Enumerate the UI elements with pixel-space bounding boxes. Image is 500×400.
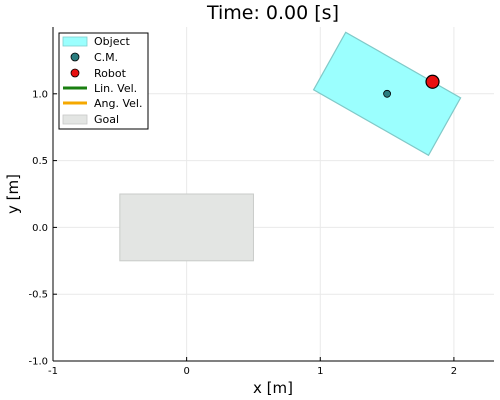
center-of-mass-marker	[383, 89, 391, 98]
x-tick-label: 0	[183, 366, 189, 377]
chart-title: Time: 0.00 [s]	[206, 2, 339, 24]
x-tick-label: 2	[451, 366, 457, 377]
y-axis-label: y [m]	[4, 174, 22, 214]
legend-label-cm: C.M.	[94, 51, 118, 64]
y-tick-label: -0.5	[28, 290, 48, 301]
legend-label-lin-vel: Lin. Vel.	[94, 82, 137, 95]
robot-marker	[425, 74, 440, 89]
x-axis-label: x [m]	[253, 379, 293, 397]
legend: Object C.M. Robot Lin. Vel. Ang. Vel. Go…	[58, 32, 149, 130]
axes	[52, 27, 494, 362]
goal-region	[119, 193, 254, 262]
legend-marker-cm	[70, 52, 80, 62]
y-tick-labels: -1.0 -0.5 0.0 0.5 1.0	[28, 89, 57, 368]
x-tick-labels: -1 0 1 2	[48, 357, 457, 377]
legend-label-ang-vel: Ang. Vel.	[94, 97, 142, 110]
legend-swatch-object	[62, 36, 88, 47]
y-tick-label: -1.0	[28, 357, 48, 368]
legend-swatch-goal	[62, 114, 88, 125]
y-tick-label: 1.0	[32, 89, 48, 100]
legend-label-robot: Robot	[94, 67, 127, 80]
y-tick-label: 0.0	[32, 223, 48, 234]
legend-label-object: Object	[94, 35, 131, 48]
x-tick-label: -1	[48, 366, 58, 377]
y-tick-label: 0.5	[32, 156, 48, 167]
x-tick-label: 1	[317, 366, 323, 377]
legend-label-goal: Goal	[94, 113, 119, 126]
markers-layer	[383, 74, 440, 98]
goal-region-layer	[119, 193, 254, 262]
legend-box	[58, 32, 149, 130]
legend-marker-robot	[70, 68, 80, 78]
